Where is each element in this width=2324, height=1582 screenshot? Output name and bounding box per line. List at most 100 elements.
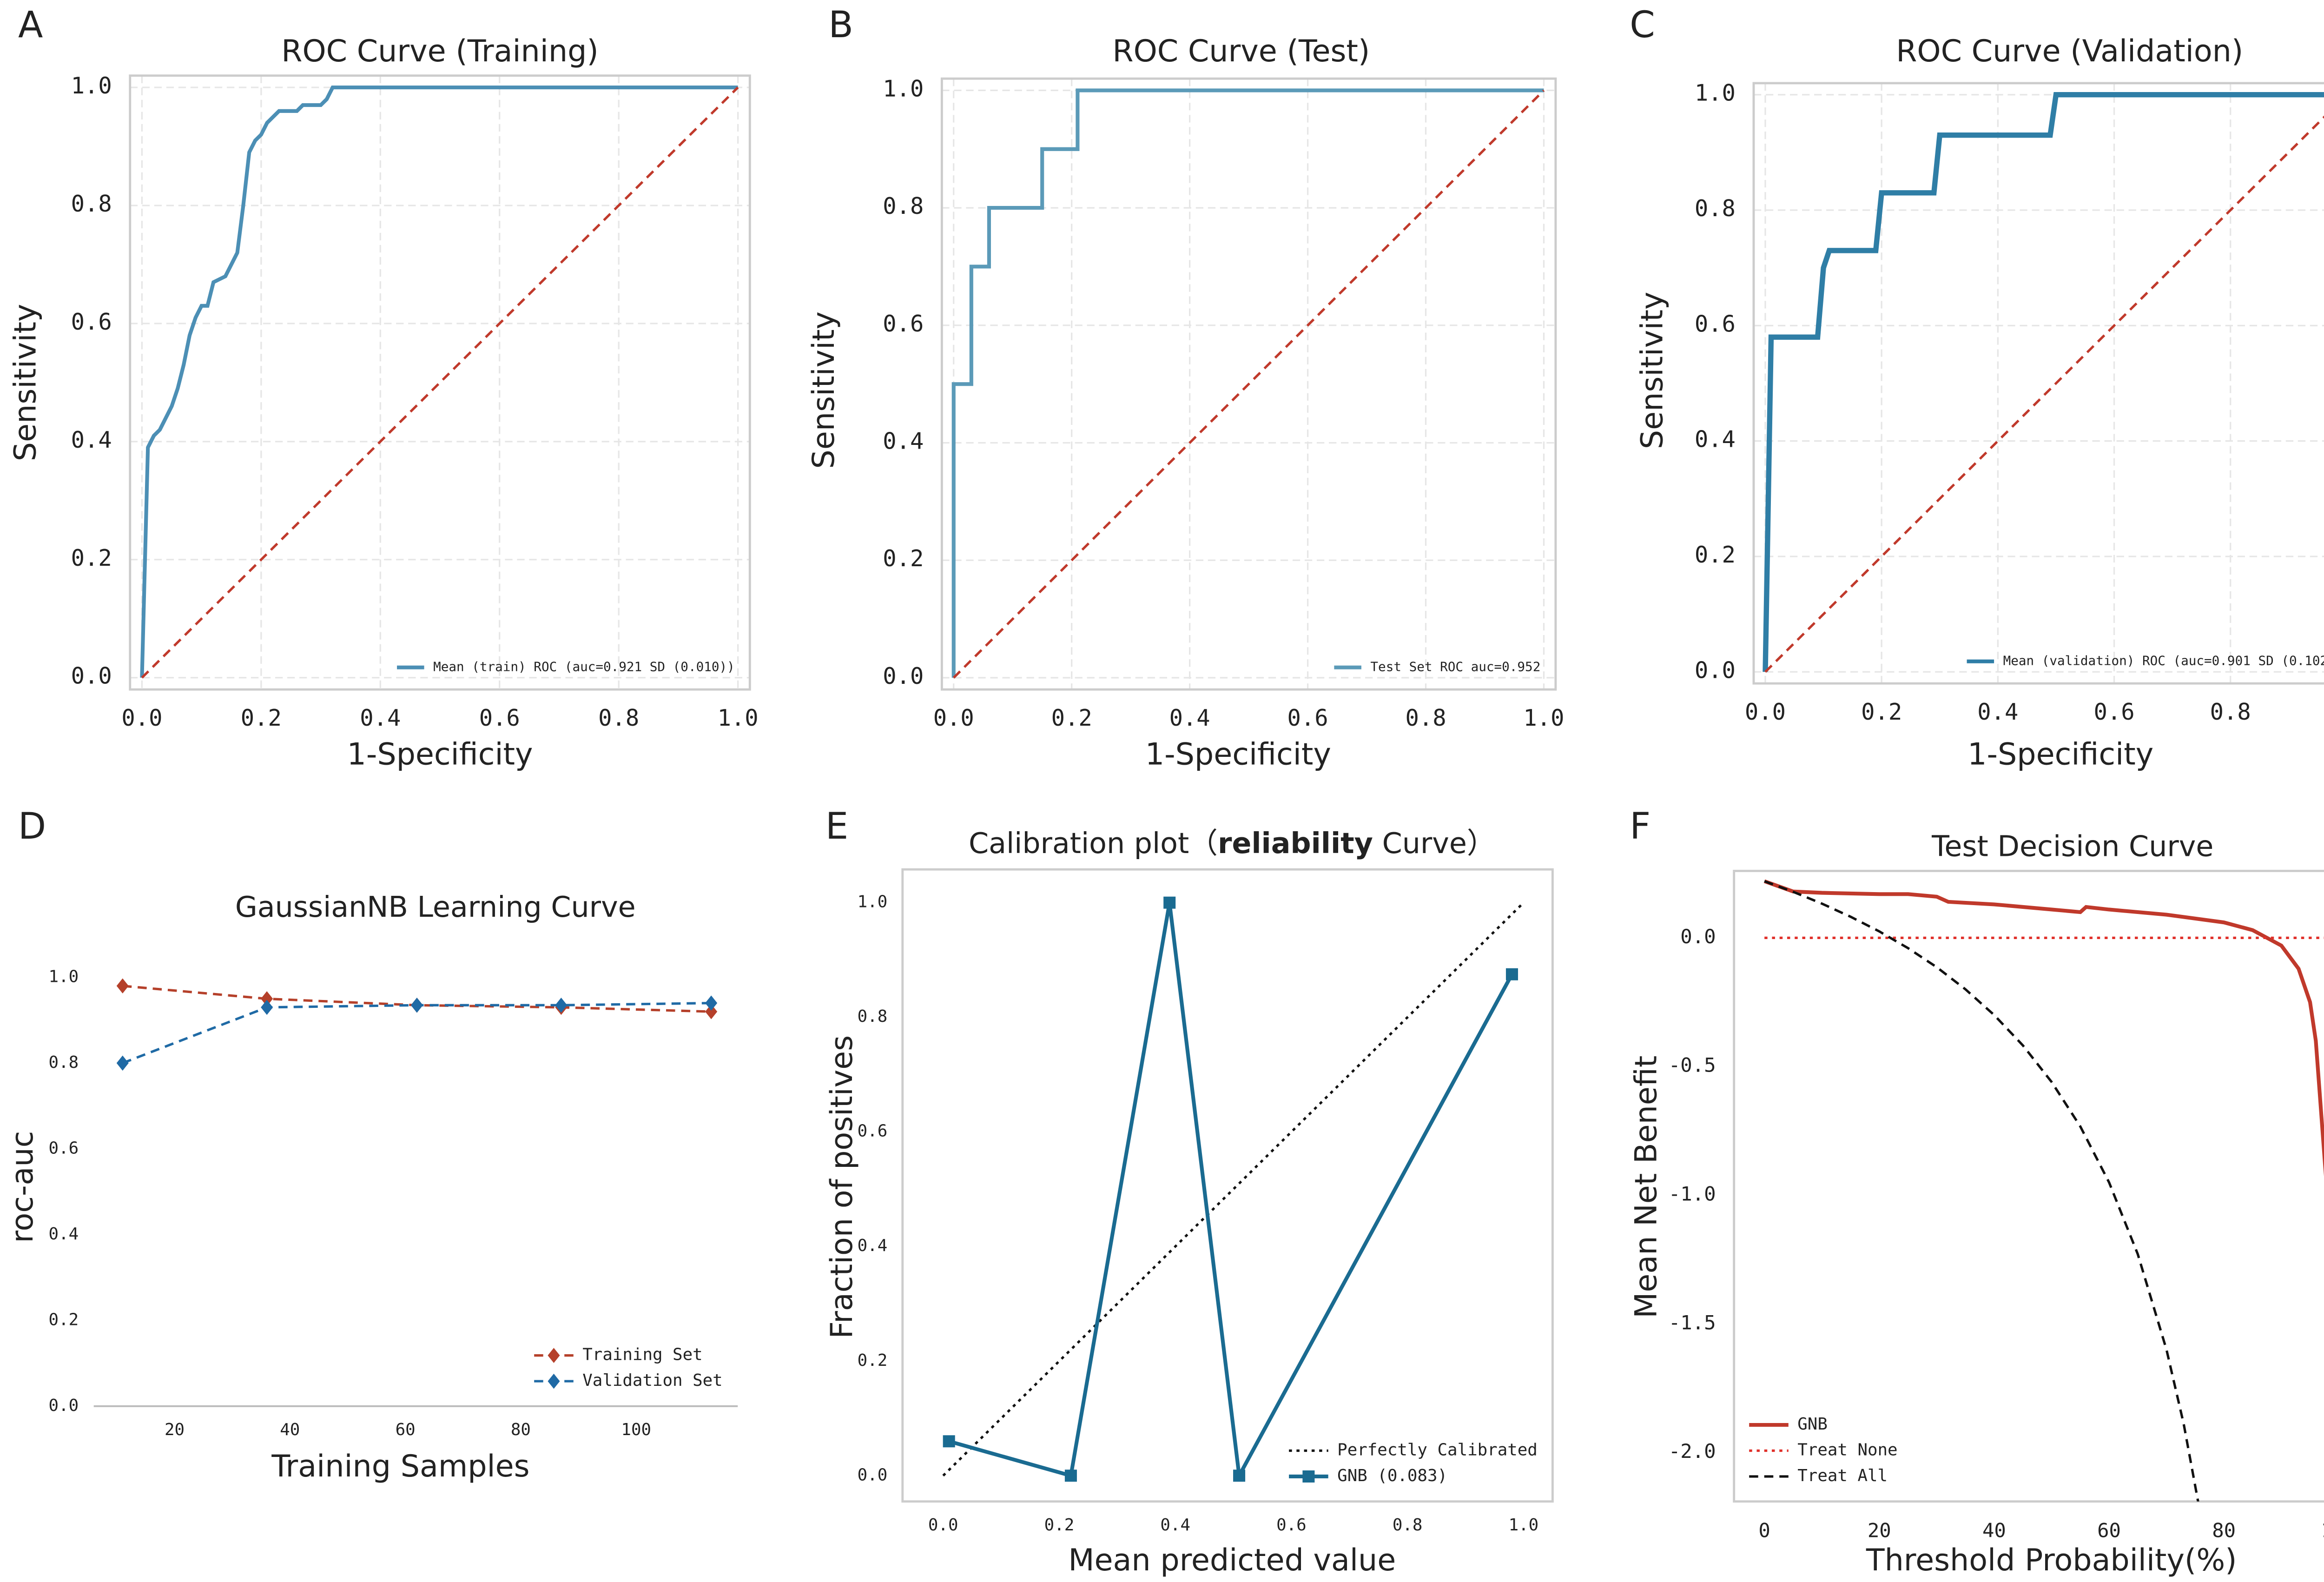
y-tick-label: 0.8 [1695,195,1736,222]
plot-area [140,85,739,679]
marker [555,998,568,1013]
legend-label: Mean (train) ROC (auc=0.921 SD (0.010)) [433,659,735,675]
y-tick-label: 0.4 [1695,426,1736,453]
marker [943,1435,955,1448]
y-tick-label: -1.5 [1669,1311,1716,1334]
y-axis-label: Fraction of positives [825,1035,859,1339]
panel-label: C [1630,4,1655,46]
marker [116,978,129,994]
x-tick-label: 0.2 [241,705,282,731]
x-axis-label: Training Samples [271,1449,529,1484]
y-tick-label: 0.4 [883,428,924,454]
panel-label: E [825,806,848,847]
chart-title: ROC Curve (Validation) [1896,34,2243,69]
series-line [1764,115,2324,673]
legend-label: Mean (validation) ROC (auc=0.901 SD (0.1… [2003,653,2324,669]
x-tick-label: 0.6 [479,705,520,731]
x-tick-label: 0.8 [1393,1516,1423,1535]
y-tick-label: 0.6 [49,1139,79,1158]
x-tick-label: 0.4 [1160,1516,1190,1535]
x-tick-label: 0.8 [2210,699,2251,725]
y-tick-label: 0.2 [858,1351,888,1370]
axes-frame [1733,870,2324,1503]
plot-area [1763,92,2324,673]
x-tick-label: 1.0 [1523,705,1564,731]
y-tick-label: 0.4 [71,427,112,453]
x-tick-label: 0.2 [1044,1516,1075,1535]
x-tick-label: 0.6 [2093,699,2134,725]
x-tick-label: 1.0 [1509,1516,1539,1535]
marker [1233,1469,1246,1482]
axes-frame [940,77,1557,691]
y-tick-label: 0.8 [883,193,924,219]
marker [1163,896,1176,909]
y-axis-label: Sensitivity [806,311,841,469]
marker [1064,1469,1077,1482]
plot-area [1763,879,2324,1502]
x-tick-label: 80 [2212,1519,2236,1542]
marker [261,1000,273,1015]
plot-area [942,896,1525,1482]
x-tick-label: 60 [2097,1519,2121,1542]
plot-area [951,88,1545,679]
y-tick-label: 0.8 [49,1053,79,1072]
y-tick-label: 0.6 [883,311,924,337]
panel-label: A [18,4,43,46]
x-tick-label: 20 [165,1420,185,1439]
marker [116,1055,129,1071]
y-tick-label: 0.0 [1695,657,1736,683]
y-tick-label: 1.0 [49,967,79,986]
marker [548,1373,560,1389]
marker [705,1004,718,1019]
x-axis-label: Threshold Probability(%) [1866,1543,2237,1578]
axes-frame [129,74,751,691]
y-tick-label: 0.8 [71,191,112,217]
marker [410,998,423,1013]
y-axis-label: roc-auc [5,1131,40,1243]
panel-label: F [1630,806,1651,847]
legend-label: Perfectly Calibrated [1337,1441,1538,1460]
x-axis-label: 1-Specificity [1967,737,2153,772]
legend-label: GNB (0.083) [1337,1466,1447,1485]
chart-title: Test Decision Curve [1931,830,2213,863]
series-line [1763,879,2324,1177]
x-axis-label: Mean predicted value [1068,1543,1396,1578]
y-tick-label: 0.0 [71,663,112,689]
axes-frame [1752,82,2324,685]
x-tick-label: 0.0 [928,1516,958,1535]
x-tick-label: 0.2 [1051,705,1092,731]
y-tick-label: 0.2 [71,545,112,571]
y-tick-label: 0.8 [858,1007,888,1026]
panel-label: B [828,4,853,46]
x-axis-label: 1-Specificity [1145,737,1331,772]
y-tick-label: 0.6 [71,309,112,335]
x-tick-label: 0.4 [1977,699,2018,725]
chart-title: Calibration plot（reliability Curve） [969,827,1496,860]
series-line [1763,92,2324,672]
legend-label: Training Set [582,1345,702,1364]
title-part: reliability [1218,827,1373,860]
legend-label: Validation Set [582,1371,722,1390]
series-line [141,86,739,679]
y-axis-label: Sensitivity [8,304,43,462]
x-tick-label: 0.2 [1861,699,1902,725]
series-line [140,85,738,678]
x-tick-label: 60 [396,1420,416,1439]
y-tick-label: 0.0 [1680,925,1716,948]
marker [705,995,718,1011]
series-line [948,902,1514,1482]
y-tick-label: 1.0 [71,73,112,99]
x-tick-label: 40 [1982,1519,2006,1542]
y-tick-label: 0.4 [49,1225,79,1244]
legend-label: GNB [1797,1415,1828,1434]
series-line [951,88,1544,678]
y-tick-label: -1.0 [1669,1182,1716,1205]
x-tick-label: 100 [621,1420,651,1439]
x-tick-label: 0.4 [360,705,401,731]
x-axis-label: 1-Specificity [347,737,533,772]
legend-label: Treat None [1797,1441,1897,1460]
panel-label: D [18,806,46,847]
y-tick-label: 0.0 [883,663,924,689]
y-tick-label: -2.0 [1669,1440,1716,1463]
